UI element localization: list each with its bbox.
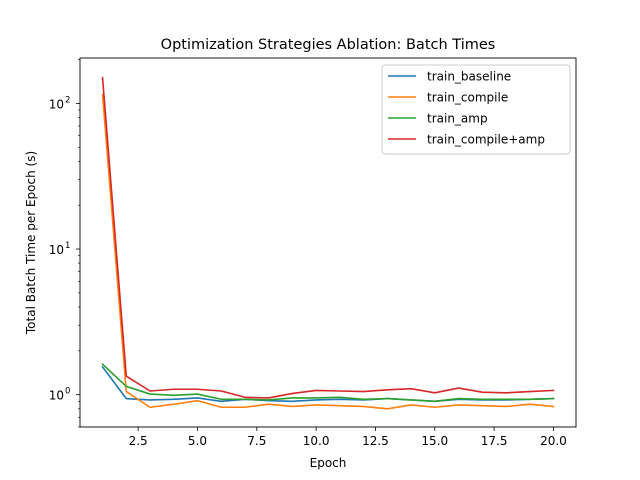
x-tick-label: 20.0: [540, 434, 567, 448]
y-axis-label: Total Batch Time per Epoch (s): [24, 151, 38, 335]
y-tick-label: 10: [49, 97, 64, 111]
y-tick-label: 10: [49, 389, 64, 403]
x-tick-label: 5.0: [188, 434, 207, 448]
x-tick-label: 12.5: [362, 434, 389, 448]
x-tick-label: 2.5: [129, 434, 148, 448]
legend-box: [381, 64, 571, 155]
x-axis-label: Epoch: [310, 456, 347, 470]
x-tick-label: 10.0: [303, 434, 330, 448]
series-layer: [101, 76, 555, 410]
plot-frame: [79, 57, 577, 428]
x-tick-label: 17.5: [481, 434, 508, 448]
x-tick-label: 15.0: [421, 434, 448, 448]
legend-label-train_baseline: train_baseline: [427, 70, 511, 84]
y-tick-exponent: 1: [65, 241, 70, 251]
y-tick-label: 10: [49, 243, 64, 257]
chart-title: Optimization Strategies Ablation: Batch …: [161, 37, 496, 53]
x-tick-label: 7.5: [247, 434, 266, 448]
legend: train_baseline train_compile train_amptrai…: [381, 64, 571, 155]
legend-label-train_amp: train_amp: [427, 112, 488, 126]
legend-label-train_compile+amp: train_compile+amp: [427, 133, 545, 147]
legend-label-train_compile: train_compile: [427, 91, 508, 105]
x-axis-ticks: 2.5 5.0 7.5 10.0 12.5 15.0 17.5 20.0: [129, 427, 567, 448]
series-line-train_compile+amp: [101, 76, 555, 399]
series-line-train_compile: [101, 93, 555, 410]
series-line-train_amp: [101, 363, 555, 403]
y-tick-exponent: 0: [65, 387, 70, 397]
y-tick-exponent: 2: [65, 95, 70, 105]
